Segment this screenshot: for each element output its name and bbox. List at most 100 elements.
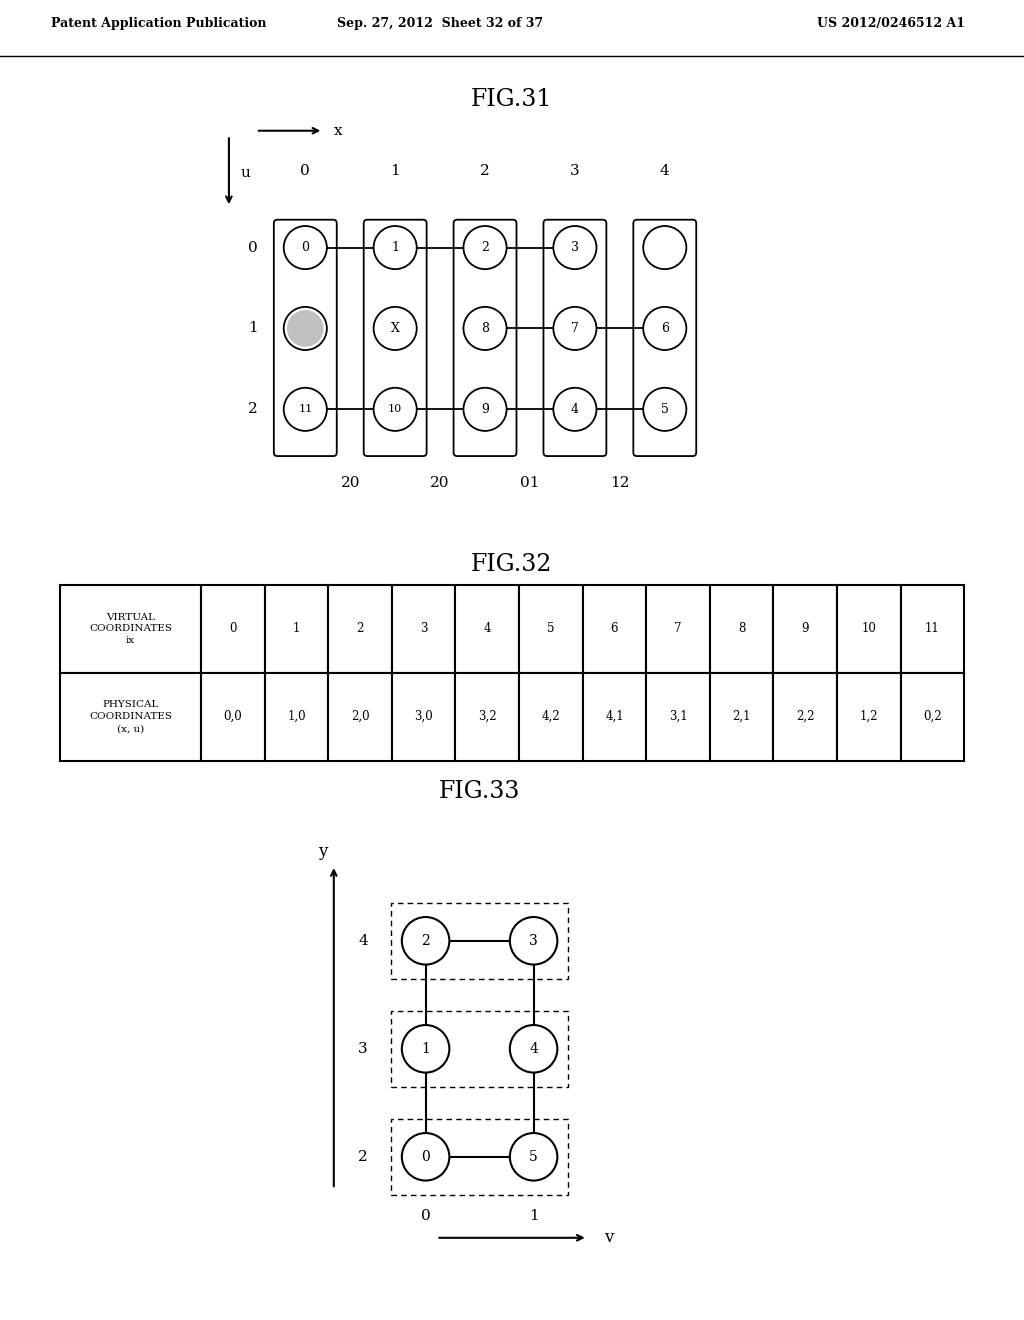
Circle shape: [553, 226, 596, 269]
Text: 2: 2: [480, 164, 489, 178]
Text: 01: 01: [520, 477, 540, 490]
Circle shape: [374, 306, 417, 350]
FancyBboxPatch shape: [391, 1011, 568, 1086]
Text: 3,1: 3,1: [669, 710, 687, 723]
Text: 1: 1: [248, 322, 258, 335]
Circle shape: [374, 388, 417, 430]
Bar: [710, 673, 773, 760]
Bar: [583, 585, 646, 673]
Text: 11: 11: [298, 404, 312, 414]
Bar: [837, 673, 901, 760]
Text: 8: 8: [738, 623, 745, 635]
Text: 3: 3: [420, 623, 427, 635]
Bar: [773, 673, 837, 760]
Text: 4: 4: [659, 164, 670, 178]
Circle shape: [401, 1026, 450, 1073]
Circle shape: [401, 917, 450, 965]
Text: 11: 11: [925, 623, 940, 635]
Bar: [201, 673, 264, 760]
FancyBboxPatch shape: [391, 1119, 568, 1195]
Text: 2: 2: [481, 242, 489, 253]
Text: 7: 7: [674, 623, 682, 635]
Text: FIG.32: FIG.32: [471, 553, 553, 576]
Bar: [264, 673, 329, 760]
FancyBboxPatch shape: [633, 219, 696, 457]
Text: 1,2: 1,2: [859, 710, 878, 723]
Text: 9: 9: [802, 623, 809, 635]
Circle shape: [284, 306, 327, 350]
Bar: [773, 585, 837, 673]
Circle shape: [643, 226, 686, 269]
Text: US 2012/0246512 A1: US 2012/0246512 A1: [817, 17, 965, 30]
Circle shape: [401, 1133, 450, 1180]
Text: 3,2: 3,2: [478, 710, 497, 723]
Text: X: X: [391, 322, 399, 335]
Text: 4,1: 4,1: [605, 710, 624, 723]
Text: 3: 3: [571, 242, 579, 253]
Text: 10: 10: [388, 404, 402, 414]
Text: 3: 3: [358, 1041, 368, 1056]
Text: 5: 5: [660, 403, 669, 416]
Circle shape: [374, 226, 417, 269]
Bar: [837, 585, 901, 673]
Text: 12: 12: [610, 477, 630, 490]
FancyBboxPatch shape: [454, 219, 516, 457]
Text: 0,2: 0,2: [923, 710, 942, 723]
Text: 1: 1: [528, 1209, 539, 1224]
Text: 20: 20: [430, 477, 450, 490]
Text: 0: 0: [301, 242, 309, 253]
Text: 0: 0: [229, 623, 237, 635]
Text: 4: 4: [358, 933, 368, 948]
Text: x: x: [334, 124, 343, 137]
Bar: [519, 673, 583, 760]
Circle shape: [643, 388, 686, 430]
Bar: [901, 585, 965, 673]
Bar: [59, 673, 201, 760]
Circle shape: [464, 306, 507, 350]
Bar: [901, 673, 965, 760]
Circle shape: [510, 1133, 557, 1180]
Bar: [329, 585, 392, 673]
Bar: [456, 585, 519, 673]
Text: 5: 5: [547, 623, 555, 635]
Text: FIG.31: FIG.31: [471, 88, 553, 111]
Bar: [264, 585, 329, 673]
Text: v: v: [604, 1229, 613, 1246]
Text: 1: 1: [421, 1041, 430, 1056]
Text: 1: 1: [293, 623, 300, 635]
Text: 2,0: 2,0: [351, 710, 370, 723]
Text: 8: 8: [481, 322, 489, 335]
Circle shape: [510, 1026, 557, 1073]
Bar: [646, 585, 710, 673]
Bar: [329, 673, 392, 760]
Text: 2,2: 2,2: [796, 710, 814, 723]
Text: y: y: [318, 842, 328, 859]
Text: 9: 9: [481, 403, 489, 416]
Text: 2: 2: [356, 623, 364, 635]
Text: 4: 4: [571, 403, 579, 416]
Text: 3,0: 3,0: [415, 710, 433, 723]
Text: 4,2: 4,2: [542, 710, 560, 723]
Bar: [201, 585, 264, 673]
Text: VIRTUAL
COORDINATES
ix: VIRTUAL COORDINATES ix: [89, 612, 172, 645]
Bar: [583, 673, 646, 760]
FancyBboxPatch shape: [364, 219, 427, 457]
Text: 2: 2: [358, 1150, 368, 1164]
Text: 1: 1: [391, 242, 399, 253]
Text: 0: 0: [248, 240, 258, 255]
Text: 3: 3: [570, 164, 580, 178]
Text: 7: 7: [571, 322, 579, 335]
Text: 1,0: 1,0: [287, 710, 306, 723]
FancyBboxPatch shape: [544, 219, 606, 457]
Bar: [456, 673, 519, 760]
FancyBboxPatch shape: [391, 903, 568, 978]
Text: 2: 2: [421, 933, 430, 948]
Text: 10: 10: [861, 623, 877, 635]
Text: 20: 20: [340, 477, 360, 490]
Bar: [392, 585, 456, 673]
Bar: [519, 585, 583, 673]
Text: 0: 0: [421, 1209, 430, 1224]
Bar: [710, 585, 773, 673]
Text: FIG.33: FIG.33: [439, 780, 520, 804]
Bar: [646, 673, 710, 760]
